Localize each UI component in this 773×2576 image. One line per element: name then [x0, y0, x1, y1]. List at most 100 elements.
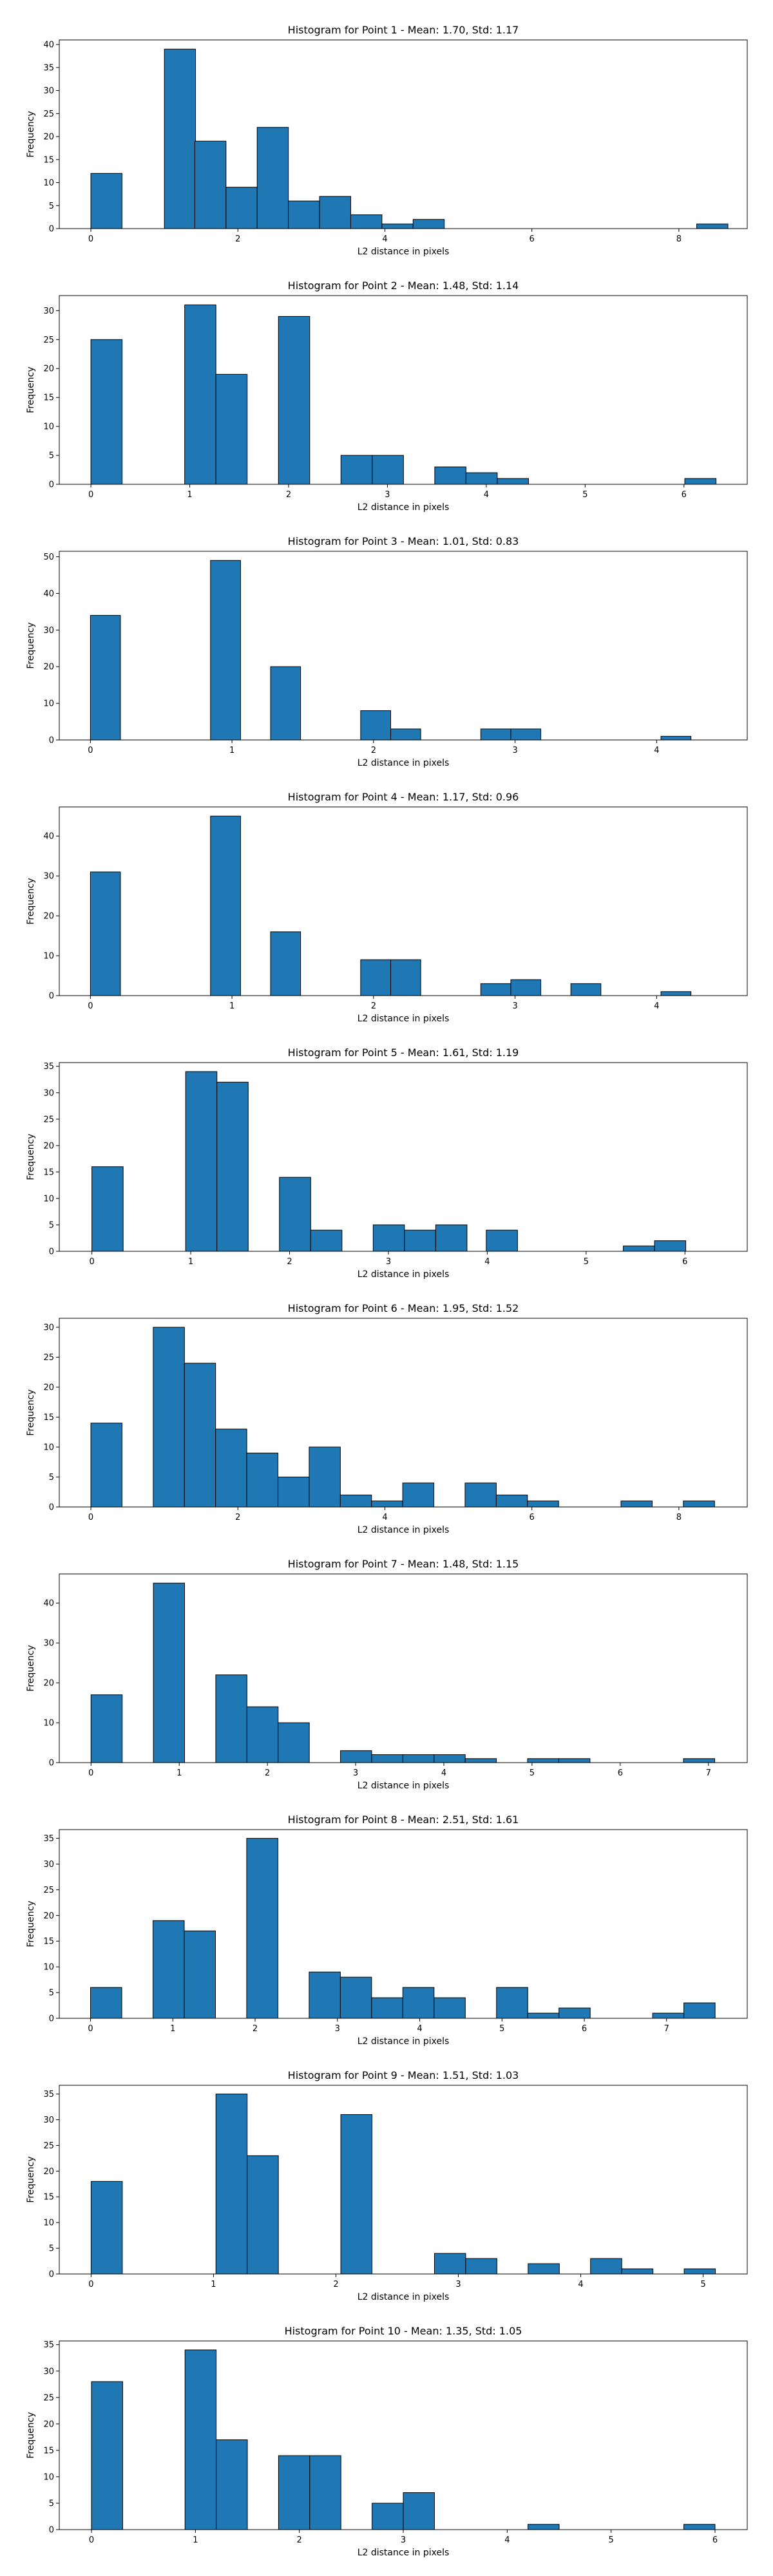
x-tick-label: 5 — [582, 490, 587, 500]
histogram-bar — [435, 1224, 468, 1252]
histogram-bar — [558, 1758, 591, 1763]
axes-frame — [59, 551, 748, 741]
histogram-bar — [527, 1758, 559, 1763]
y-tick-label: 20 — [43, 912, 54, 922]
histogram-bar — [360, 710, 392, 741]
histogram-bar — [654, 1240, 687, 1252]
x-tick-label: 0 — [88, 2024, 93, 2034]
chart-title: Histogram for Point 5 - Mean: 1.61, Std:… — [288, 1046, 519, 1059]
histogram-bar — [90, 1694, 123, 1763]
y-tick-label: 20 — [43, 1141, 54, 1151]
chart-title: Histogram for Point 6 - Mean: 1.95, Std:… — [288, 1302, 519, 1314]
y-tick-label: 15 — [43, 1937, 54, 1947]
histogram-bar — [90, 615, 121, 741]
x-tick-label: 6 — [712, 2535, 718, 2545]
y-tick-label: 20 — [43, 2167, 54, 2177]
y-tick-label: 15 — [43, 2446, 54, 2456]
axes-frame — [59, 806, 748, 996]
histogram-bar — [404, 1229, 436, 1252]
y-tick-label: 40 — [43, 1599, 54, 1609]
x-axis-label: L2 distance in pixels — [358, 758, 450, 768]
chart-title: Histogram for Point 3 - Mean: 1.01, Std:… — [288, 535, 519, 547]
histogram-bar — [683, 1758, 715, 1763]
y-tick-label: 15 — [43, 393, 54, 403]
histogram-bar — [402, 1754, 435, 1763]
histogram-panel-7: Histogram for Point 7 - Mean: 1.48, Std:… — [26, 1558, 748, 1791]
histogram-bar — [623, 1245, 655, 1252]
y-tick-label: 0 — [49, 225, 54, 234]
histogram-bar — [528, 2263, 560, 2275]
x-tick-label: 5 — [700, 2280, 705, 2289]
x-tick-label: 2 — [286, 490, 291, 500]
y-tick-label: 20 — [43, 663, 54, 672]
histogram-bar — [153, 1582, 186, 1763]
x-tick-label: 3 — [386, 1257, 391, 1267]
y-axis-label: Frequency — [26, 878, 36, 924]
histogram-bar — [215, 374, 248, 485]
histogram-bar — [210, 560, 241, 741]
x-tick-label: 4 — [417, 2024, 422, 2034]
axes-frame — [59, 295, 748, 485]
histogram-bar — [90, 2181, 123, 2275]
histogram-bar — [558, 2007, 591, 2019]
histogram-bar — [371, 1997, 403, 2019]
y-tick-label: 30 — [43, 1860, 54, 1870]
histogram-panel-6: Histogram for Point 6 - Mean: 1.95, Std:… — [26, 1302, 748, 1535]
y-tick-label: 30 — [43, 1323, 54, 1332]
y-tick-label: 5 — [49, 202, 54, 211]
x-tick-label: 3 — [455, 2280, 461, 2289]
y-tick-label: 0 — [49, 2270, 54, 2280]
y-tick-label: 5 — [49, 1473, 54, 1482]
histogram-bar — [402, 1987, 435, 2019]
chart-title: Histogram for Point 4 - Mean: 1.17, Std:… — [288, 791, 519, 803]
x-tick-label: 5 — [530, 1768, 535, 1778]
histogram-bar — [246, 1838, 278, 2019]
x-tick-label: 3 — [385, 490, 390, 500]
histogram-bar — [495, 1494, 528, 1508]
histogram-bar — [90, 1423, 122, 1508]
x-axis-label: L2 distance in pixels — [358, 2292, 450, 2302]
histogram-bar — [256, 127, 289, 229]
histogram-bar — [246, 1452, 279, 1508]
histogram-bar — [350, 214, 383, 229]
x-tick-label: 6 — [682, 490, 687, 500]
histogram-bar — [309, 1446, 341, 1508]
histogram-bar — [246, 1706, 279, 1763]
histogram-bar — [319, 196, 351, 229]
histogram-bar — [683, 2002, 716, 2019]
x-tick-label: 4 — [441, 1768, 446, 1778]
histogram-bar — [153, 1327, 185, 1508]
y-tick-label: 15 — [43, 1413, 54, 1423]
y-axis-label: Frequency — [26, 2412, 36, 2458]
histogram-bar — [660, 735, 692, 741]
chart-title: Histogram for Point 1 - Mean: 1.70, Std:… — [288, 24, 519, 36]
histogram-bar — [527, 2012, 560, 2019]
histogram-bar — [339, 1494, 372, 1508]
histogram-bar — [90, 173, 122, 229]
histogram-bar — [288, 200, 320, 229]
x-tick-label: 4 — [484, 490, 489, 500]
histogram-bar — [652, 2012, 685, 2019]
x-axis-label: L2 distance in pixels — [358, 502, 450, 513]
y-tick-label: 35 — [43, 2090, 54, 2099]
y-tick-label: 30 — [43, 626, 54, 636]
histogram-bar — [215, 1674, 247, 1763]
histogram-bar — [185, 1071, 218, 1252]
histogram-bar — [184, 304, 216, 485]
histogram-bar — [278, 1722, 310, 1763]
y-tick-label: 5 — [49, 2499, 54, 2508]
y-tick-label: 25 — [43, 109, 54, 119]
x-tick-label: 3 — [401, 2535, 406, 2545]
histogram-bar — [465, 472, 498, 485]
x-tick-label: 7 — [706, 1768, 711, 1778]
histogram-panel-1: Histogram for Point 1 - Mean: 1.70, Std:… — [26, 24, 748, 257]
y-tick-label: 30 — [43, 1639, 54, 1649]
histogram-bar — [164, 48, 196, 229]
y-tick-label: 0 — [49, 736, 54, 746]
histogram-panel-2: Histogram for Point 2 - Mean: 1.48, Std:… — [26, 279, 748, 513]
histogram-bar — [434, 2253, 466, 2275]
x-tick-label: 2 — [371, 746, 376, 755]
histogram-bar — [194, 140, 227, 229]
axes-frame — [59, 1573, 748, 1763]
x-axis-label: L2 distance in pixels — [358, 1014, 450, 1024]
